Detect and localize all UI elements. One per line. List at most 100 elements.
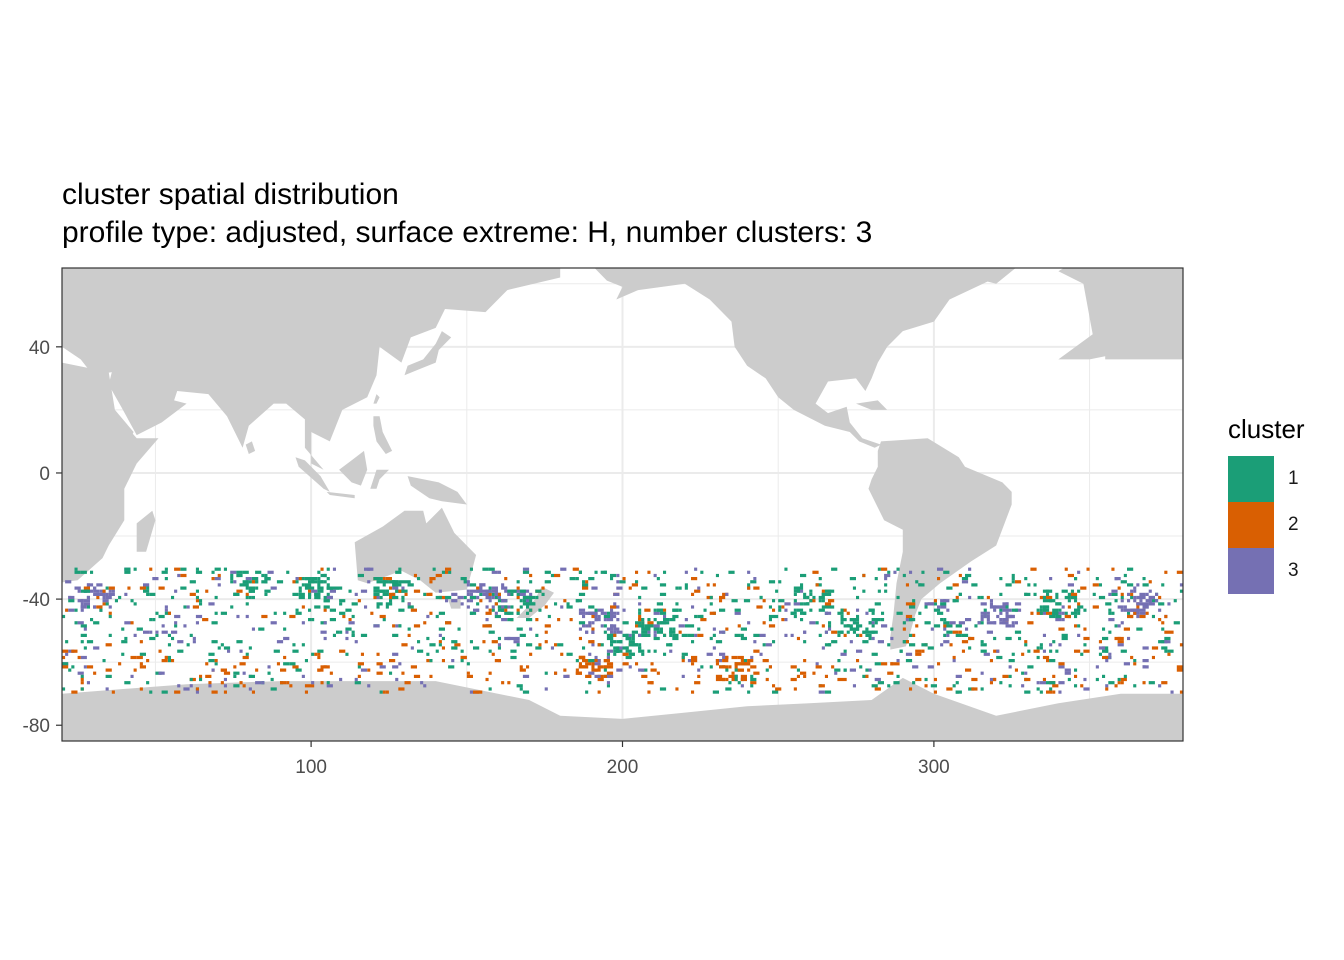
cluster-cell-2 <box>638 618 642 622</box>
cluster-cell-1 <box>167 659 171 663</box>
cluster-cell-1 <box>610 573 617 578</box>
cluster-cell-2 <box>582 586 589 590</box>
cluster-cell-1 <box>828 621 832 625</box>
cluster-cell-2 <box>859 633 863 637</box>
cluster-cell-1 <box>856 627 860 631</box>
cluster-cell-2 <box>737 624 741 628</box>
cluster-cell-1 <box>251 577 259 581</box>
cluster-cell-1 <box>1167 649 1174 653</box>
cluster-cell-1 <box>999 681 1003 685</box>
cluster-cell-1 <box>737 681 741 685</box>
cluster-cell-3 <box>765 643 772 647</box>
cluster-cell-3 <box>965 618 972 622</box>
cluster-cell-2 <box>635 662 639 666</box>
cluster-cell-2 <box>301 605 305 609</box>
cluster-cell-1 <box>955 633 962 637</box>
cluster-cell-1 <box>295 668 302 672</box>
cluster-cell-1 <box>1120 649 1127 653</box>
cluster-cell-1 <box>345 652 349 656</box>
cluster-cell-3 <box>980 611 987 615</box>
cluster-cell-1 <box>700 614 704 619</box>
cluster-cell-3 <box>236 614 240 619</box>
cluster-cell-1 <box>1158 602 1165 606</box>
cluster-cell-1 <box>242 583 249 587</box>
cluster-cell-3 <box>1123 605 1127 609</box>
cluster-cell-2 <box>133 668 137 672</box>
cluster-cell-1 <box>62 614 66 619</box>
cluster-cell-1 <box>195 570 203 574</box>
cluster-cell-1 <box>233 684 240 688</box>
cluster-cell-1 <box>93 621 100 625</box>
cluster-cell-1 <box>108 614 112 619</box>
cluster-cell-3 <box>326 595 333 600</box>
cluster-cell-2 <box>585 580 589 584</box>
cluster-cell-3 <box>999 605 1006 609</box>
cluster-cell-2 <box>843 633 847 637</box>
cluster-cell-3 <box>1120 621 1124 625</box>
cluster-cell-3 <box>606 618 614 622</box>
cluster-cell-1 <box>659 687 667 691</box>
cluster-cell-3 <box>479 583 486 587</box>
cluster-cell-3 <box>1136 583 1140 587</box>
cluster-cell-1 <box>149 592 156 596</box>
cluster-cell-1 <box>750 684 754 688</box>
cluster-cell-1 <box>824 690 832 694</box>
cluster-cell-3 <box>93 646 100 650</box>
cluster-cell-2 <box>410 665 417 669</box>
cluster-cell-1 <box>1049 599 1056 603</box>
cluster-cell-3 <box>364 567 371 571</box>
cluster-cell-1 <box>133 602 137 606</box>
cluster-cell-1 <box>852 586 856 590</box>
cluster-cell-1 <box>155 611 159 615</box>
cluster-cell-1 <box>519 589 526 593</box>
cluster-cell-2 <box>423 621 427 625</box>
cluster-cell-3 <box>856 649 863 653</box>
cluster-cell-3 <box>1058 665 1065 669</box>
cluster-cell-2 <box>239 681 243 685</box>
cluster-cell-3 <box>501 618 508 622</box>
cluster-cell-1 <box>837 611 844 615</box>
cluster-cell-1 <box>703 608 707 612</box>
cluster-cell-3 <box>747 570 751 574</box>
cluster-cell-3 <box>1142 608 1146 612</box>
cluster-cell-3 <box>591 611 598 615</box>
cluster-cell-2 <box>591 614 595 619</box>
legend-key-2 <box>1228 502 1274 548</box>
cluster-cell-2 <box>737 662 741 666</box>
cluster-cell-1 <box>622 621 629 625</box>
cluster-cell-2 <box>139 640 143 644</box>
cluster-cell-1 <box>308 595 312 600</box>
cluster-cell-3 <box>993 605 1000 609</box>
cluster-cell-3 <box>373 624 380 628</box>
cluster-cell-1 <box>382 580 386 584</box>
cluster-cell-2 <box>389 659 396 663</box>
cluster-cell-1 <box>1070 589 1074 593</box>
cluster-cell-2 <box>83 586 90 590</box>
cluster-cell-1 <box>80 589 87 593</box>
cluster-cell-3 <box>469 589 477 593</box>
cluster-cell-1 <box>519 599 523 603</box>
cluster-cell-3 <box>606 649 614 653</box>
cluster-cell-3 <box>420 681 424 685</box>
cluster-cell-3 <box>722 655 729 660</box>
cluster-cell-1 <box>644 627 651 631</box>
cluster-cell-1 <box>1042 599 1046 603</box>
cluster-cell-1 <box>818 608 825 612</box>
cluster-cell-1 <box>1111 592 1118 596</box>
cluster-cell-1 <box>1074 614 1078 619</box>
cluster-cell-1 <box>1039 611 1043 615</box>
cluster-cell-3 <box>784 602 791 606</box>
cluster-cell-2 <box>772 608 776 612</box>
cluster-cell-1 <box>516 643 520 647</box>
cluster-cell-2 <box>691 592 695 596</box>
cluster-cell-1 <box>317 649 324 653</box>
cluster-cell-3 <box>283 636 290 641</box>
cluster-cell-1 <box>644 624 651 628</box>
cluster-cell-1 <box>516 580 520 584</box>
cluster-cell-1 <box>510 592 514 596</box>
cluster-cell-1 <box>800 602 804 606</box>
cluster-cell-1 <box>329 618 336 622</box>
cluster-cell-3 <box>1002 608 1006 612</box>
cluster-cell-3 <box>108 592 115 596</box>
